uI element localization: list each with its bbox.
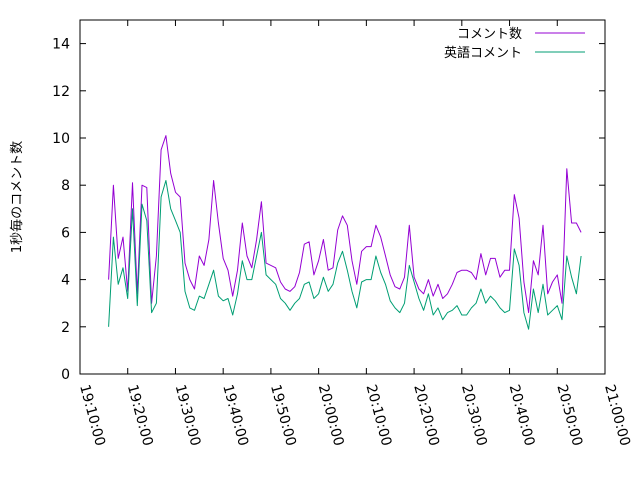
y-tick-label: 10 (52, 131, 70, 147)
legend-label-1: コメント数 (457, 27, 522, 42)
x-tick-label: 19:20:00 (124, 383, 156, 448)
x-tick-label: 20:10:00 (362, 383, 394, 448)
y-tick-label: 8 (61, 178, 70, 194)
x-tick-label: 20:40:00 (506, 383, 538, 448)
series-line-1 (108, 135, 582, 314)
y-tick-label: 6 (61, 225, 70, 241)
x-tick-label: 20:50:00 (553, 383, 585, 448)
y-tick-label: 0 (61, 367, 70, 383)
x-tick-label: 19:40:00 (219, 383, 251, 448)
x-tick-label: 20:20:00 (410, 383, 442, 448)
x-tick-label: 19:10:00 (76, 383, 108, 448)
series-layer (108, 135, 582, 330)
x-tick-label: 20:00:00 (315, 383, 347, 448)
y-axis: 0 2 4 6 8 10 12 14 (52, 37, 605, 383)
x-tick-label: 20:30:00 (458, 383, 490, 448)
y-tick-label: 14 (52, 37, 70, 53)
x-tick-label: 19:30:00 (172, 383, 204, 448)
y-tick-label: 12 (52, 84, 70, 100)
legend-label-2: 英語コメント (444, 45, 522, 61)
series-line-2 (108, 180, 582, 330)
y-tick-label: 4 (61, 273, 70, 289)
y-axis-label: 1秒毎のコメント数 (9, 141, 25, 253)
y-tick-label: 2 (61, 320, 70, 336)
x-tick-label: 21:00:00 (601, 383, 633, 448)
plot-frame (79, 19, 606, 375)
x-tick-label: 19:50:00 (267, 383, 299, 448)
